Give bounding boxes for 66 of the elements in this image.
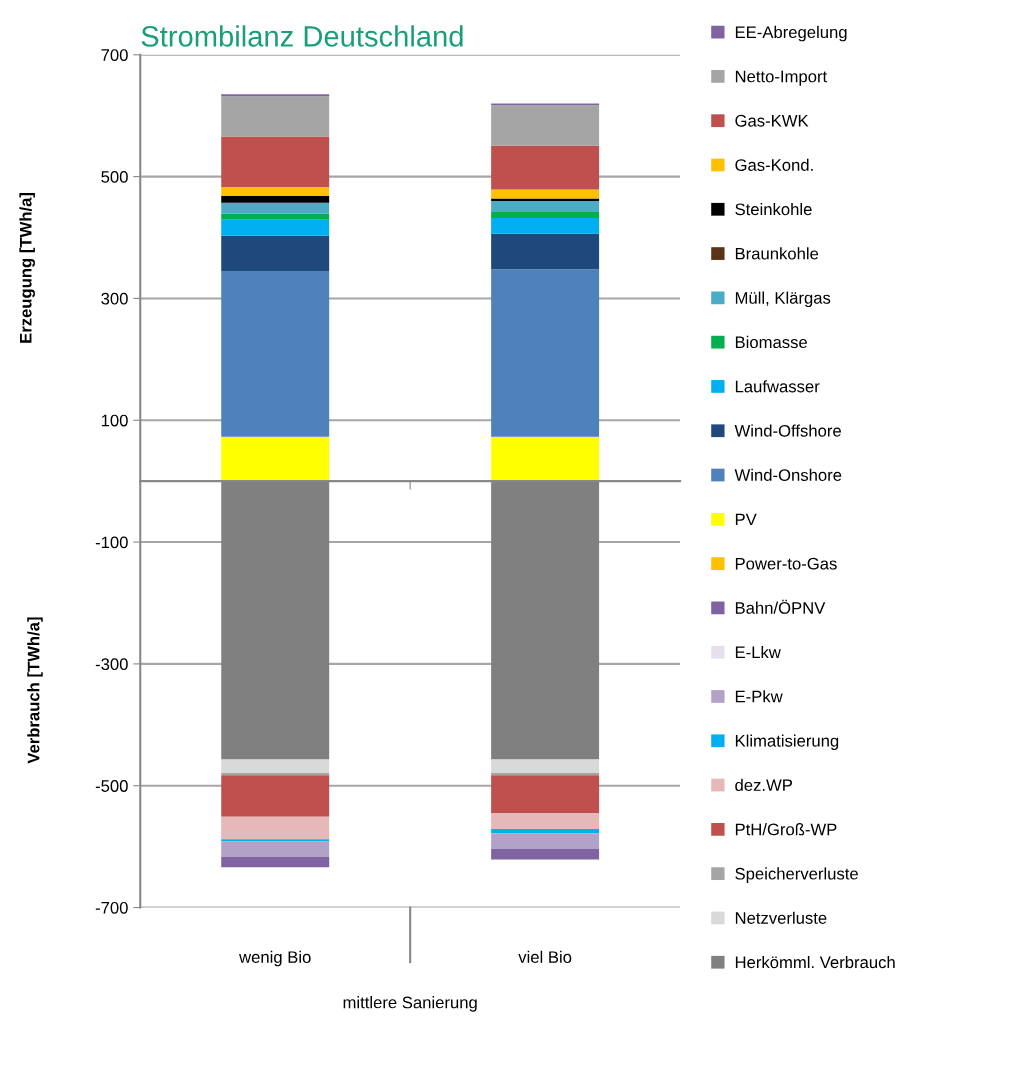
bar xyxy=(221,202,330,214)
legend-label: Wind-Offshore xyxy=(734,424,841,437)
y-tick-label: -700 xyxy=(95,901,128,914)
x-tick-label: viel Bio xyxy=(518,950,572,964)
legend-label: Netto-Import xyxy=(735,70,828,86)
x-tick-label: wenig Bio xyxy=(239,950,311,967)
legend-label: Steinkohle xyxy=(735,203,812,216)
bar xyxy=(491,105,600,146)
bar xyxy=(491,189,600,199)
legend-label: Braunkohle xyxy=(735,247,819,260)
legend-label: Bahn/ÖPNV xyxy=(735,599,826,614)
bar xyxy=(221,136,330,187)
bar xyxy=(221,856,330,868)
legend-label: Speicherverluste xyxy=(735,867,858,883)
bar xyxy=(221,96,330,137)
legend-label: Gas-Kond. xyxy=(735,158,813,171)
bar xyxy=(221,436,330,482)
legend-label: Müll, Klärgas xyxy=(735,291,831,308)
bar xyxy=(221,271,330,437)
bar xyxy=(491,775,600,814)
y-tick-label: -500 xyxy=(95,780,128,792)
legend-label: E-Lkw xyxy=(735,645,781,658)
y-tick-label: 300 xyxy=(101,292,128,305)
bar xyxy=(221,196,330,203)
y-tick-label: 100 xyxy=(101,414,128,427)
bar xyxy=(491,233,600,270)
legend-label: Klimatisierung xyxy=(735,734,839,751)
legend-label: PV xyxy=(735,513,757,526)
bar xyxy=(491,200,600,212)
legend-label: EE-Abregelung xyxy=(735,25,847,42)
y-tick-label: 700 xyxy=(101,49,128,61)
bar xyxy=(491,211,600,219)
bar xyxy=(221,841,330,857)
legend-label: dez.WP xyxy=(735,778,793,792)
bar xyxy=(221,186,330,197)
bar xyxy=(221,816,330,840)
y-tick-label: 500 xyxy=(101,171,128,183)
legend-label: PtH/Groß-WP xyxy=(735,823,837,836)
chart-title: Strombilanz Deutschland xyxy=(141,25,463,47)
legend-label: Laufwasser xyxy=(735,380,820,393)
bar xyxy=(491,828,600,834)
bar xyxy=(221,213,330,220)
legend-label: Herkömml. Verbrauch xyxy=(735,955,895,969)
bar xyxy=(491,269,600,437)
legend-label: Netzverluste xyxy=(735,911,827,924)
bar xyxy=(221,775,330,817)
text: Verbrauch [TWh/a] xyxy=(27,617,43,764)
y-tick-label: -300 xyxy=(95,658,128,671)
legend-label: Power-to-Gas xyxy=(735,557,837,570)
y-tick-label: -100 xyxy=(95,536,128,549)
legend-label: Gas-KWK xyxy=(735,114,809,127)
bar xyxy=(491,759,600,773)
bar xyxy=(491,849,600,860)
text: mittlere Sanierung xyxy=(343,996,477,1012)
bar xyxy=(491,833,600,850)
bar xyxy=(221,235,330,272)
bar xyxy=(491,145,600,190)
bar xyxy=(491,813,600,829)
legend-label: Wind-Onshore xyxy=(734,468,842,481)
y-axis-title: Erzeugung [TWh/a] xyxy=(19,192,35,343)
legend-label: Biomasse xyxy=(735,335,807,349)
bar xyxy=(221,759,330,773)
bar xyxy=(491,436,600,482)
bar xyxy=(491,218,600,234)
legend-label: E-Pkw xyxy=(735,690,783,703)
bar xyxy=(221,219,330,236)
